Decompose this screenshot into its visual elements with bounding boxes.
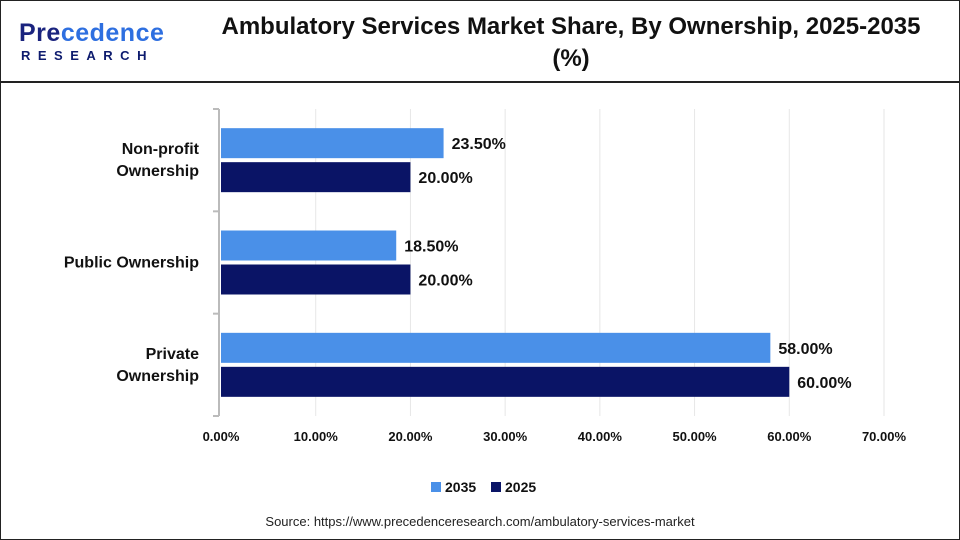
precedence-research-logo: Precedence RESEARCH [19,19,169,63]
data-label: 23.50% [452,136,506,153]
x-tick-label: 0.00% [203,429,240,444]
x-tick-label: 50.00% [673,429,718,444]
bar-2035 [221,332,771,363]
x-tick-label: 60.00% [767,429,812,444]
bar-2025 [221,366,790,397]
data-label: 18.50% [404,239,458,256]
x-tick-label: 10.00% [294,429,339,444]
logo-text: Precedence [19,19,165,47]
bar-2025 [221,264,411,295]
chart-title: Ambulatory Services Market Share, By Own… [221,13,921,72]
category-label: Public Ownership [64,255,199,272]
legend-label: 2035 [445,479,476,495]
bar-2035 [221,230,397,261]
data-label: 60.00% [797,375,851,392]
bar-2025 [221,162,411,193]
x-tick-label: 20.00% [388,429,433,444]
bar-2035 [221,128,444,159]
data-label: 20.00% [418,273,472,290]
header: Precedence RESEARCH Ambulatory Services … [1,1,959,83]
legend-label: 2025 [505,479,536,495]
data-label: 20.00% [418,170,472,187]
bar-chart: 0.00% 10.00% 20.00% 30.00% 40.00% 50.00% 60.00… [64,108,907,495]
legend-swatch-2035 [431,482,441,492]
category-label: Non-profit [122,141,200,158]
data-label: 58.00% [778,341,832,358]
source-text: Source: https://www.precedenceresearch.c… [265,514,695,529]
category-label: Private [146,346,199,363]
legend-swatch-2025 [491,482,501,492]
x-tick-label: 70.00% [862,429,907,444]
x-tick-label: 40.00% [578,429,623,444]
category-label: Ownership [116,163,199,180]
logo-subtext: RESEARCH [21,48,154,63]
x-tick-label: 30.00% [483,429,528,444]
category-label: Ownership [116,368,199,385]
